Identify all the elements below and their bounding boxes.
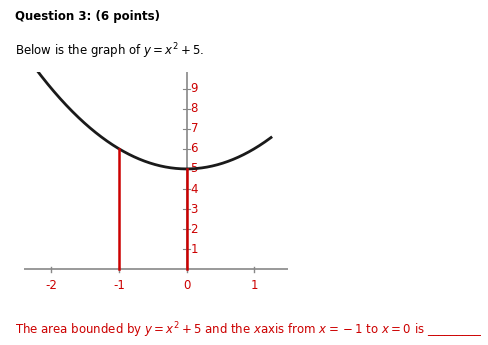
Text: -2: -2: [45, 279, 58, 293]
Text: 0: 0: [183, 279, 190, 293]
Text: Question 3: (6 points): Question 3: (6 points): [15, 10, 160, 23]
Text: 1: 1: [250, 279, 258, 293]
Text: 3: 3: [191, 203, 198, 216]
Text: 4: 4: [191, 183, 198, 196]
Text: 5: 5: [191, 162, 198, 175]
Text: 1: 1: [191, 243, 198, 256]
Text: 9: 9: [191, 82, 198, 95]
Text: Below is the graph of $y = x^2 + 5$.: Below is the graph of $y = x^2 + 5$.: [15, 41, 204, 61]
Text: -1: -1: [113, 279, 125, 293]
Text: 2: 2: [191, 223, 198, 236]
Text: 8: 8: [191, 102, 198, 115]
Text: 7: 7: [191, 122, 198, 135]
Text: 6: 6: [191, 142, 198, 155]
Text: The area bounded by $y = x^2 + 5$ and the $x$axis from $x = -1$ to $x = 0$ is __: The area bounded by $y = x^2 + 5$ and th…: [15, 321, 482, 341]
